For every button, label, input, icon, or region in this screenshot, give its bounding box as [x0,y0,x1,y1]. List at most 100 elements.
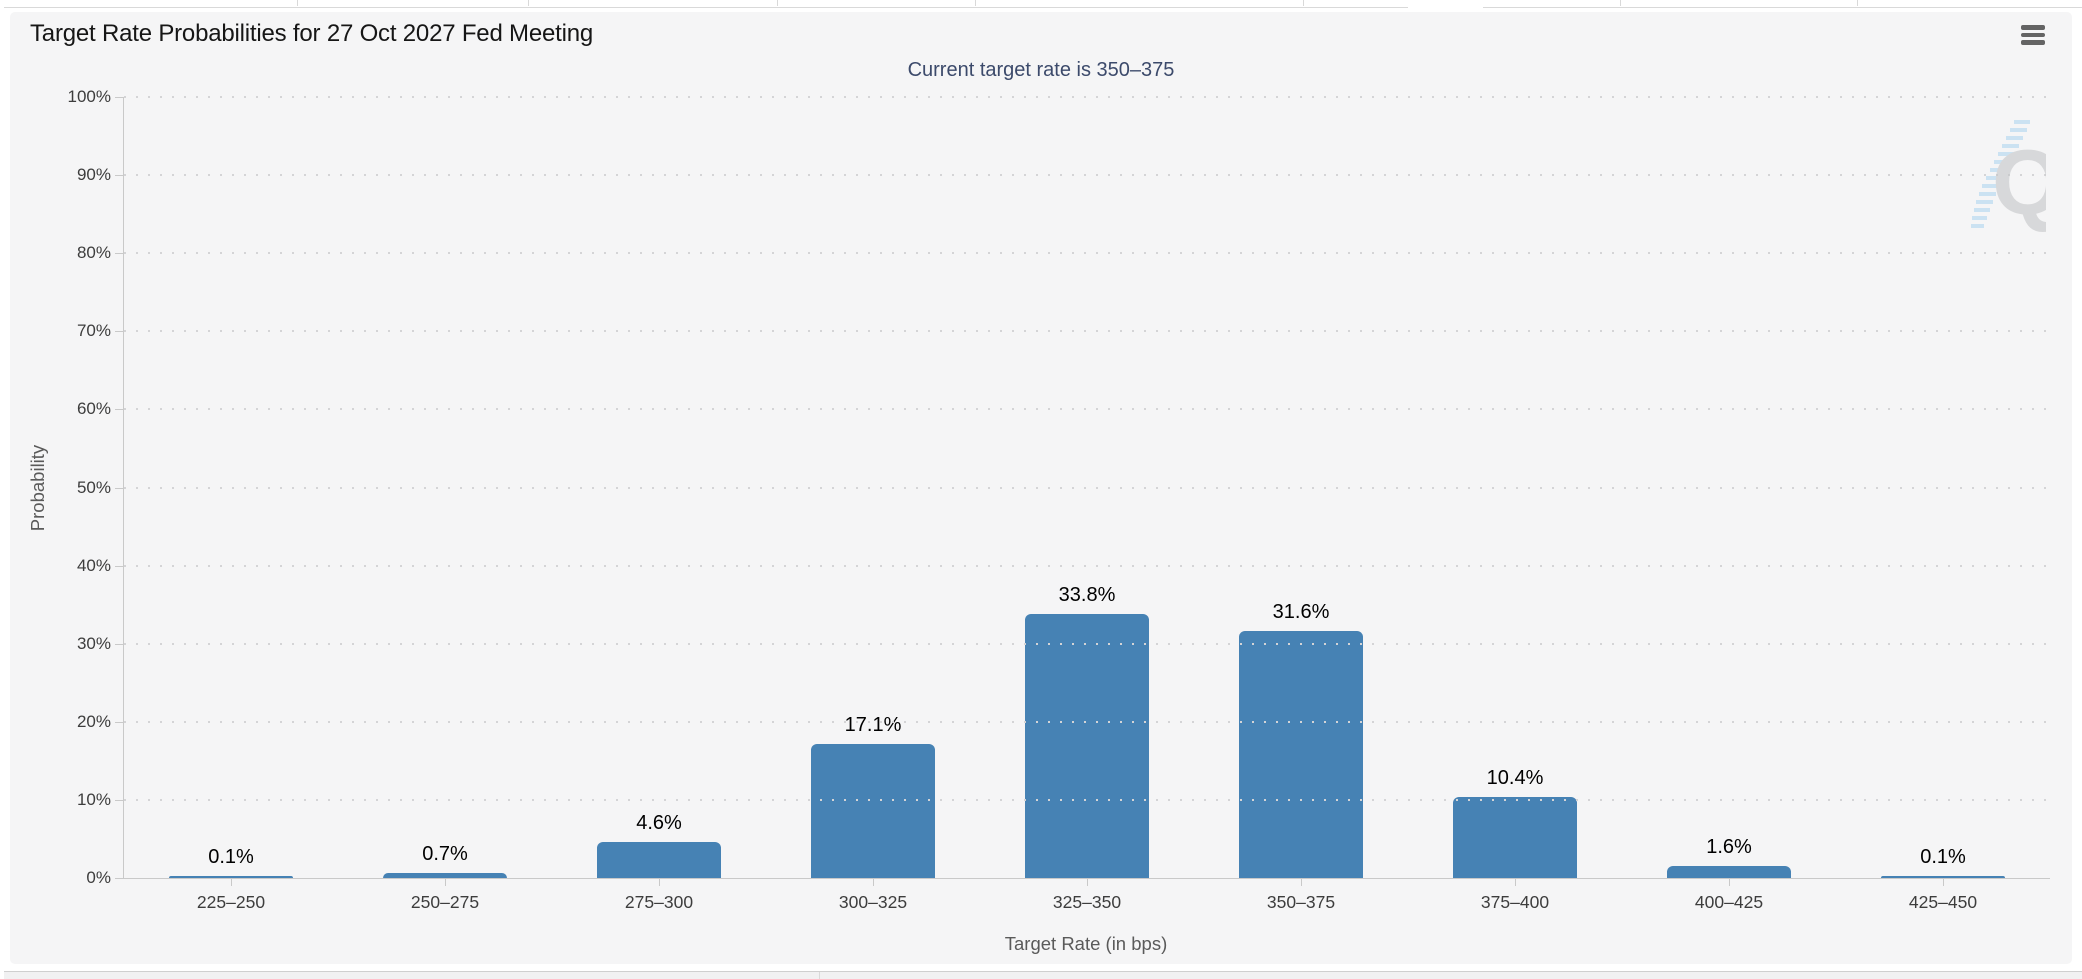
gridline-20 [124,720,2050,723]
x-axis-label: 325–350 [1052,892,1122,912]
bar [1453,797,1577,878]
top-strip-divider [528,0,529,6]
plot-area: 0.1% 225–250 0.7% 250–275 4.6% 275–300 17.1% 30… [68,87,2050,912]
bar-value-label: 31.6% [1272,601,1330,623]
top-strip-divider [777,0,778,6]
y-axis-label: 90% [76,165,111,185]
bar [383,873,507,878]
chart-card: Target Rate Probabilities for 27 Oct 202… [10,12,2072,964]
top-strip-divider [1620,0,1621,6]
top-strip-segment-right [1483,0,2082,8]
chart-title: Target Rate Probabilities for 27 Oct 202… [30,20,594,47]
gridline-10 [124,798,2050,801]
x-axis-tick [1301,878,1302,886]
bar-column: 33.8% 325–350 [980,97,1194,912]
top-strip-divider [1857,0,1858,6]
bar-value-label: 1.6% [1706,836,1752,858]
bar-column: 17.1% 300–325 [766,97,980,912]
gridline-60 [124,408,2050,411]
x-axis-label: 375–400 [1480,892,1550,912]
bar-value-label: 33.8% [1058,584,1116,606]
y-axis-label: 80% [76,243,111,263]
y-axis-label: 40% [76,555,111,575]
y-axis-tick [115,97,124,98]
y-axis-tick [115,487,124,489]
y-axis-tick [115,175,124,177]
bar [1025,614,1149,878]
top-strip-divider [975,0,976,6]
bar-value-label: 10.4% [1486,767,1544,789]
bar-columns: 0.1% 225–250 0.7% 250–275 4.6% 275–300 17.1% 30… [124,97,2050,912]
chart-context-menu-button[interactable] [2018,21,2048,49]
x-axis-tick [873,878,874,886]
y-axis-tick [115,409,124,411]
bar [1881,876,2005,878]
bar-value-label: 0.1% [1920,846,1966,868]
bar-value-label: 0.7% [422,843,468,865]
x-axis-label: 250–275 [410,892,480,912]
bar [1667,866,1791,878]
y-axis-tick [115,253,124,255]
bar-value-label: 17.1% [844,714,902,736]
bar-column: 10.4% 375–400 [1408,97,1622,912]
x-axis-label: 350–375 [1266,892,1336,912]
top-strip-divider [1303,0,1304,6]
bar [597,842,721,878]
gridline-50 [124,486,2050,489]
x-axis-label: 275–300 [624,892,694,912]
x-axis-tick [659,878,660,886]
bar [169,876,293,878]
y-axis-label: 100% [67,87,111,106]
y-axis-label: 30% [76,633,111,653]
gridline-90 [124,174,2050,177]
gridline-30 [124,642,2050,645]
y-axis-label: 0% [86,868,111,887]
x-axis-label: 300–325 [838,892,908,912]
bar-column: 0.1% 225–250 [124,97,338,912]
x-axis-tick [231,878,232,886]
bar-column: 0.7% 250–275 [338,97,552,912]
top-strip-segment-left [4,0,1408,8]
y-axis-label: 20% [76,711,111,731]
y-axis-title: Probability [27,444,49,531]
gridline-80 [124,252,2050,255]
gridline-40 [124,564,2050,567]
y-axis-label: 60% [76,399,111,419]
x-axis-tick [1729,878,1730,886]
x-axis-label: 225–250 [196,892,266,912]
x-axis-label: 400–425 [1694,892,1764,912]
top-table-strip [0,0,2082,8]
x-axis-label: 425–450 [1908,892,1978,912]
bar-value-label: 4.6% [636,812,682,834]
bar-column: 31.6% 350–375 [1194,97,1408,912]
bar [1239,631,1363,878]
bottom-table-strip [4,971,2082,979]
quikstrike-q-logo: Q [1971,120,2064,234]
y-axis-tick [115,721,124,723]
y-axis-label: 50% [76,477,111,497]
top-strip-divider [297,0,298,6]
y-axis-label: 70% [76,321,111,341]
bar-column: 0.1% 425–450 [1836,97,2050,912]
bar-column: 1.6% 400–425 [1622,97,1836,912]
y-axis-tick [115,643,124,645]
x-axis-tick [445,878,446,886]
gridline-70 [124,330,2050,333]
bar [811,744,935,878]
quikstrike-watermark: Q [1970,116,2064,234]
x-axis-tick [1087,878,1088,886]
chart-subtitle: Current target rate is 350–375 [907,59,1175,81]
bar-column: 4.6% 275–300 [552,97,766,912]
gridline-100 [124,96,2050,98]
x-axis-title: Target Rate (in bps) [1004,933,1168,954]
bottom-strip-divider [819,972,820,979]
y-axis-tick [115,331,124,333]
y-axis-label: 10% [76,789,111,809]
y-axis-tick [115,799,124,801]
y-axis-tick [115,565,124,567]
x-axis-tick [1943,878,1944,886]
bar-value-label: 0.1% [208,846,254,868]
watermark-q-letter: Q [1992,132,2046,234]
y-axis-tick [115,878,124,879]
x-axis-tick [1515,878,1516,886]
